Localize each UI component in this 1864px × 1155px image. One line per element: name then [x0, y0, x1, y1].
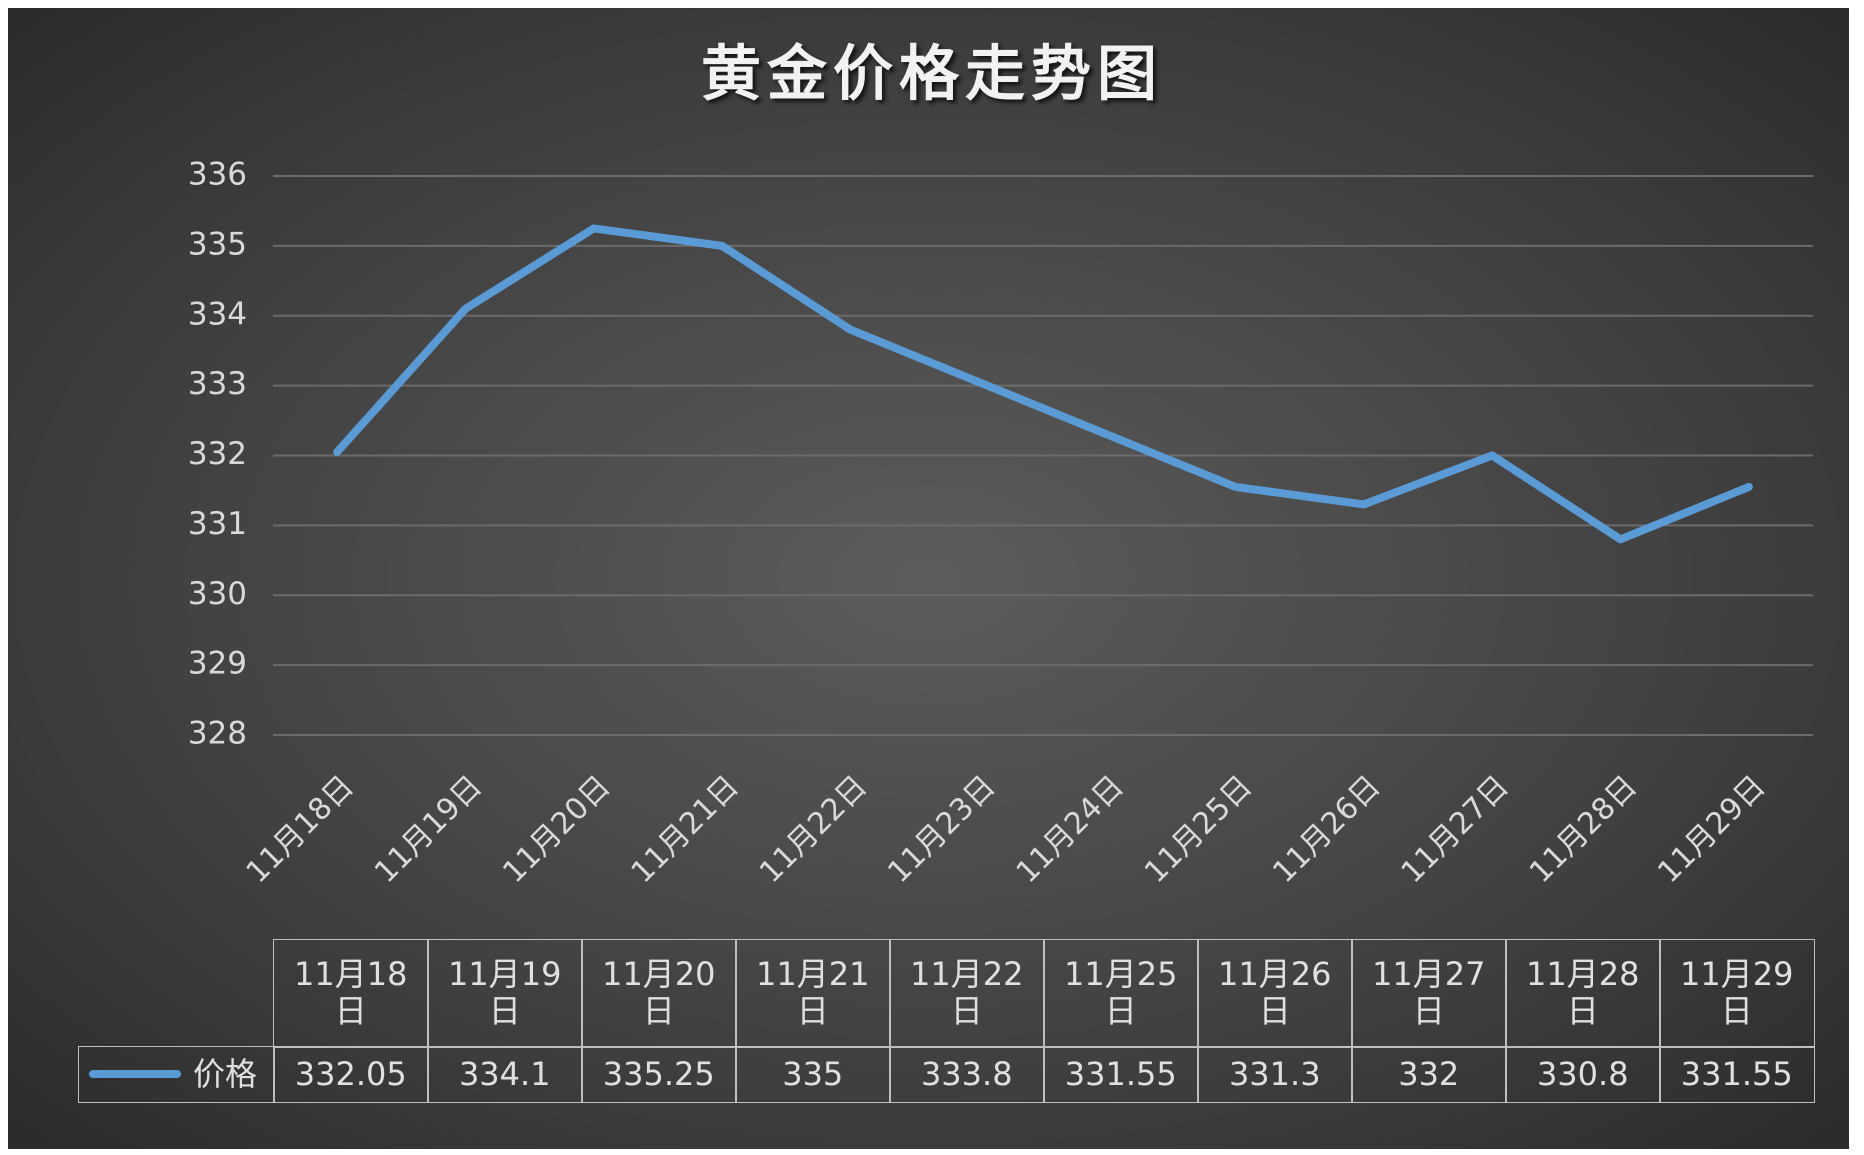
- x-tick-label: 11月29日: [1651, 769, 1772, 890]
- table-header: 11月27日: [1351, 939, 1507, 1048]
- table-value: 330.8: [1505, 1046, 1661, 1103]
- data-line: [333, 224, 1753, 544]
- x-tick-label: 11月18日: [240, 769, 361, 890]
- x-tick-label: 11月19日: [368, 769, 489, 890]
- y-tick-label: 328: [188, 716, 247, 752]
- x-tick-label: 11月24日: [1010, 769, 1131, 890]
- y-tick-label: 330: [188, 576, 247, 612]
- x-tick-label: 11月27日: [1395, 769, 1516, 890]
- table-header: 11月20日: [581, 939, 737, 1048]
- table-header: 11月25日: [1043, 939, 1199, 1048]
- table-value: 331.55: [1659, 1046, 1815, 1103]
- table-header: 11月29日: [1659, 939, 1815, 1048]
- table-value: 335.25: [581, 1046, 737, 1103]
- table-value: 333.8: [889, 1046, 1045, 1103]
- y-tick-label: 329: [188, 646, 247, 682]
- table-value: 331.55: [1043, 1046, 1199, 1103]
- table-value: 335: [735, 1046, 891, 1103]
- table-value: 334.1: [427, 1046, 583, 1103]
- table-header: 11月28日: [1505, 939, 1661, 1048]
- y-tick-label: 332: [188, 436, 247, 472]
- legend-cell: 价格: [78, 1046, 275, 1103]
- y-tick-label: 334: [188, 296, 247, 332]
- table-header: 11月22日: [889, 939, 1045, 1048]
- legend-swatch: [89, 1070, 181, 1079]
- x-tick-label: 11月20日: [496, 769, 617, 890]
- y-tick-label: 335: [188, 226, 247, 262]
- chart-title: 黄金价格走势图: [701, 40, 1163, 110]
- x-tick-label: 11月25日: [1138, 769, 1259, 890]
- y-tick-label: 336: [188, 157, 247, 193]
- table-value: 331.3: [1197, 1046, 1353, 1103]
- x-tick-label: 11月23日: [881, 769, 1002, 890]
- y-tick-label: 333: [188, 366, 247, 402]
- y-tick-label: 331: [188, 506, 247, 542]
- table-header: 11月21日: [735, 939, 891, 1048]
- x-tick-label: 11月28日: [1523, 769, 1644, 890]
- x-tick-label: 11月22日: [753, 769, 874, 890]
- chart-area: [8, 8, 1849, 1149]
- x-tick-label: 11月21日: [625, 769, 746, 890]
- table-value: 332: [1351, 1046, 1507, 1103]
- table-header: 11月26日: [1197, 939, 1353, 1048]
- legend-label: 价格: [193, 1054, 258, 1093]
- table-header: 11月18日: [273, 939, 429, 1048]
- table-value: 332.05: [273, 1046, 429, 1103]
- x-tick-label: 11月26日: [1266, 769, 1387, 890]
- table-header: 11月19日: [427, 939, 583, 1048]
